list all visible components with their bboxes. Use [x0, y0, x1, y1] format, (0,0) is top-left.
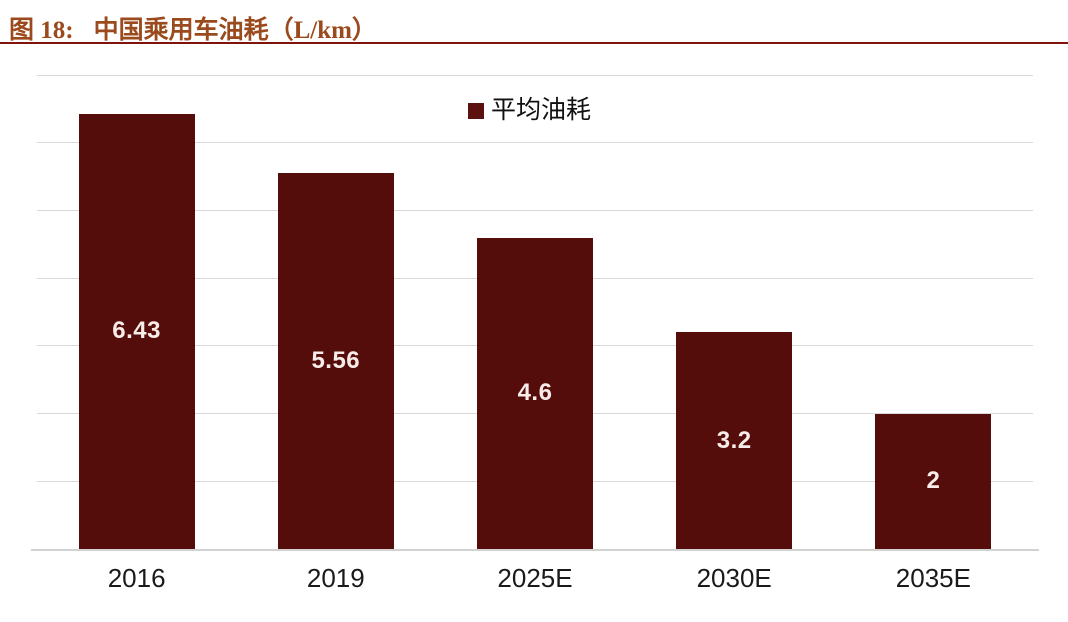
gridline-y-7 — [37, 74, 1033, 76]
bar-value-label-2016: 6.43 — [112, 317, 161, 345]
legend-series-label: 平均油耗 — [491, 97, 592, 124]
bar-2016: 6.43 — [78, 113, 195, 549]
bar-value-label-2025E: 4.6 — [517, 379, 553, 407]
figure-header: 图 18: 中国乘用车油耗（L/km） — [9, 10, 377, 46]
gridline-y-5 — [37, 209, 1033, 211]
x-axis-label-2025E: 2025E — [497, 563, 573, 593]
bar-2019: 5.56 — [277, 172, 394, 549]
x-axis-label-2035E: 2035E — [895, 563, 971, 593]
legend-marker-icon — [468, 102, 484, 119]
x-axis-label-2016: 2016 — [107, 563, 166, 593]
x-axis-label-2019: 2019 — [306, 563, 365, 593]
figure-number-label: 图 18: — [9, 17, 74, 44]
x-axis-line — [31, 549, 1039, 551]
gridline-y-6 — [37, 142, 1033, 144]
title-divider-line — [0, 42, 1068, 44]
x-axis-label-2030E: 2030E — [696, 563, 772, 593]
figure-title: 中国乘用车油耗（L/km） — [93, 17, 377, 44]
bar-value-label-2035E: 2 — [926, 467, 941, 495]
plot-area: 6.43 5.56 4.6 3.2 2 — [31, 74, 1039, 551]
bar-2035E: 2 — [875, 413, 992, 549]
legend: 平均油耗 — [468, 98, 591, 123]
bar-value-label-2030E: 3.2 — [716, 426, 752, 454]
bar-2025E: 4.6 — [477, 237, 593, 549]
bar-2030E: 3.2 — [676, 332, 793, 549]
x-axis-labels-group: 2016 2019 2025E 2030E 2035E — [37, 563, 1033, 595]
bar-value-label-2019: 5.56 — [311, 346, 361, 374]
